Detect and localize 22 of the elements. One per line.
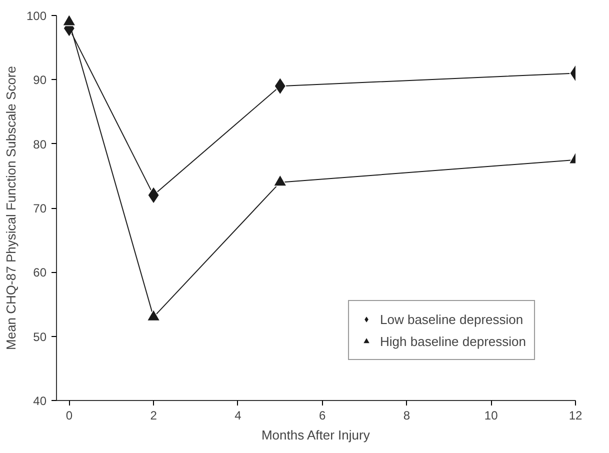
y-tick-label: 100 xyxy=(26,9,47,23)
x-axis-title: Months After Injury xyxy=(261,428,370,442)
point xyxy=(62,16,76,26)
y-tick-label: 50 xyxy=(33,330,47,344)
y-tick-label: 40 xyxy=(33,394,47,408)
y-tick-label: 70 xyxy=(33,202,47,216)
x-tick-label: 0 xyxy=(66,408,73,422)
x-tick-label: 2 xyxy=(150,408,158,422)
legend-label: Low baseline depression xyxy=(380,312,524,326)
y-tick-label: 60 xyxy=(33,266,47,280)
x-tick-label: 12 xyxy=(568,408,582,422)
x-tick-label: 4 xyxy=(234,408,242,422)
y-axis-title: Mean CHQ-87 Physical Function Subscale Score xyxy=(3,66,18,350)
point xyxy=(147,186,160,204)
x-tick-label: 8 xyxy=(403,408,410,422)
legend-label: High baseline depression xyxy=(380,334,526,348)
point xyxy=(273,174,288,186)
x-tick-label: 10 xyxy=(484,408,498,422)
x-tick-label: 6 xyxy=(318,408,326,422)
y-tick-label: 80 xyxy=(33,137,47,152)
y-tick-label: 90 xyxy=(33,73,47,88)
point xyxy=(146,309,160,322)
